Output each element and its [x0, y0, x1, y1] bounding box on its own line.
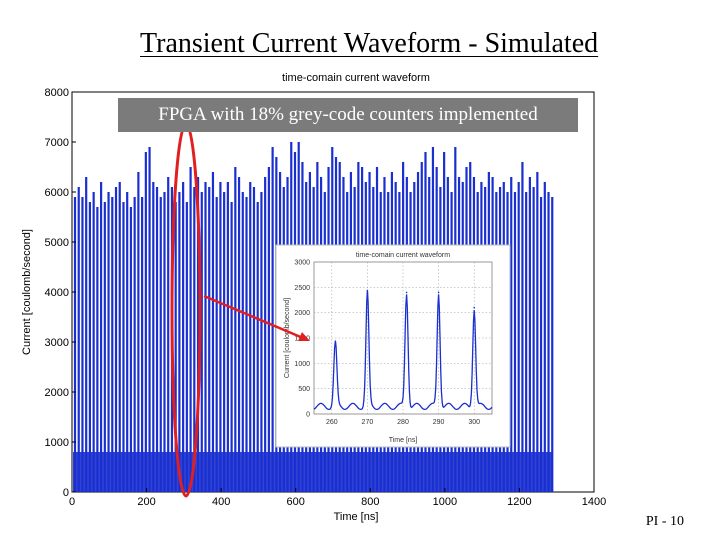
inset-y-tick-label: 500	[298, 386, 310, 393]
inset-peak-point	[473, 306, 476, 309]
callout-arrow-head	[298, 332, 310, 341]
main-y-axis-label: Current [coulomb/second]	[21, 229, 33, 355]
y-tick-label: 8000	[45, 87, 69, 99]
inset-chart-title: time-comain current waveform	[356, 252, 450, 259]
page-number: PI - 10	[645, 514, 684, 529]
inset-y-tick-label: 2000	[294, 310, 310, 317]
x-tick-label: 800	[361, 496, 379, 508]
inset-y-tick-label: 3000	[294, 260, 310, 267]
inset-x-tick-label: 280	[397, 419, 409, 426]
inset-y-tick-label: 2500	[294, 285, 310, 292]
x-tick-label: 400	[212, 496, 230, 508]
x-tick-label: 1000	[433, 496, 457, 508]
x-tick-label: 600	[287, 496, 305, 508]
callout-arrow-line	[203, 294, 304, 340]
y-tick-label: 3000	[45, 337, 69, 349]
y-tick-label: 4000	[45, 287, 69, 299]
inset-x-axis-label: Time [ns]	[389, 437, 418, 444]
inset-series-line	[313, 289, 493, 411]
main-axes: 0 200 400 600 800 1000 1200 1400010002000300040…	[45, 87, 607, 508]
inset-x-tick-label: 300	[468, 419, 480, 426]
x-tick-label: 200	[137, 496, 155, 508]
inset-peak-point	[437, 291, 440, 294]
inset-y-tick-label: 0	[306, 412, 310, 419]
x-tick-label: 1400	[582, 496, 606, 508]
x-tick-label: 0	[69, 496, 75, 508]
inset-y-axis-label: Current [coulomb/second]	[284, 298, 291, 378]
slide-title: Transient Current Waveform - Simulated	[140, 28, 599, 59]
y-tick-label: 6000	[45, 187, 69, 199]
inset-x-tick-label: 290	[433, 419, 445, 426]
inset-peak-point	[405, 291, 408, 294]
y-tick-label: 2000	[45, 387, 69, 399]
main-chart-title: time-comain current waveform	[282, 72, 430, 84]
main-x-axis-label: Time [ns]	[334, 511, 379, 523]
inset-peak-point	[334, 342, 337, 344]
callout-box: FPGA with 18% grey-code counters impleme…	[118, 98, 578, 132]
inset-x-tick-label: 270	[362, 419, 374, 426]
inset-y-tick-label: 1000	[294, 361, 310, 368]
y-tick-label: 7000	[45, 137, 69, 149]
inset-chart: 260270280290300050010001500200025003000 …	[275, 244, 511, 448]
inset-x-tick-label: 260	[326, 419, 338, 426]
x-tick-label: 1200	[507, 496, 531, 508]
y-tick-label: 1000	[45, 437, 69, 449]
y-tick-label: 5000	[45, 237, 69, 249]
inset-series-waveform	[313, 289, 493, 411]
inset-peak-point	[366, 291, 369, 294]
y-tick-label: 0	[63, 487, 69, 499]
